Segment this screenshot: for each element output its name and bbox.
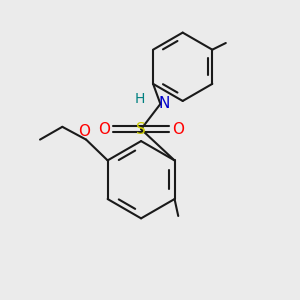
Text: O: O <box>78 124 90 139</box>
Text: S: S <box>136 122 146 137</box>
Text: O: O <box>98 122 110 137</box>
Text: N: N <box>158 96 170 111</box>
Text: O: O <box>172 122 184 137</box>
Text: H: H <box>134 92 145 106</box>
